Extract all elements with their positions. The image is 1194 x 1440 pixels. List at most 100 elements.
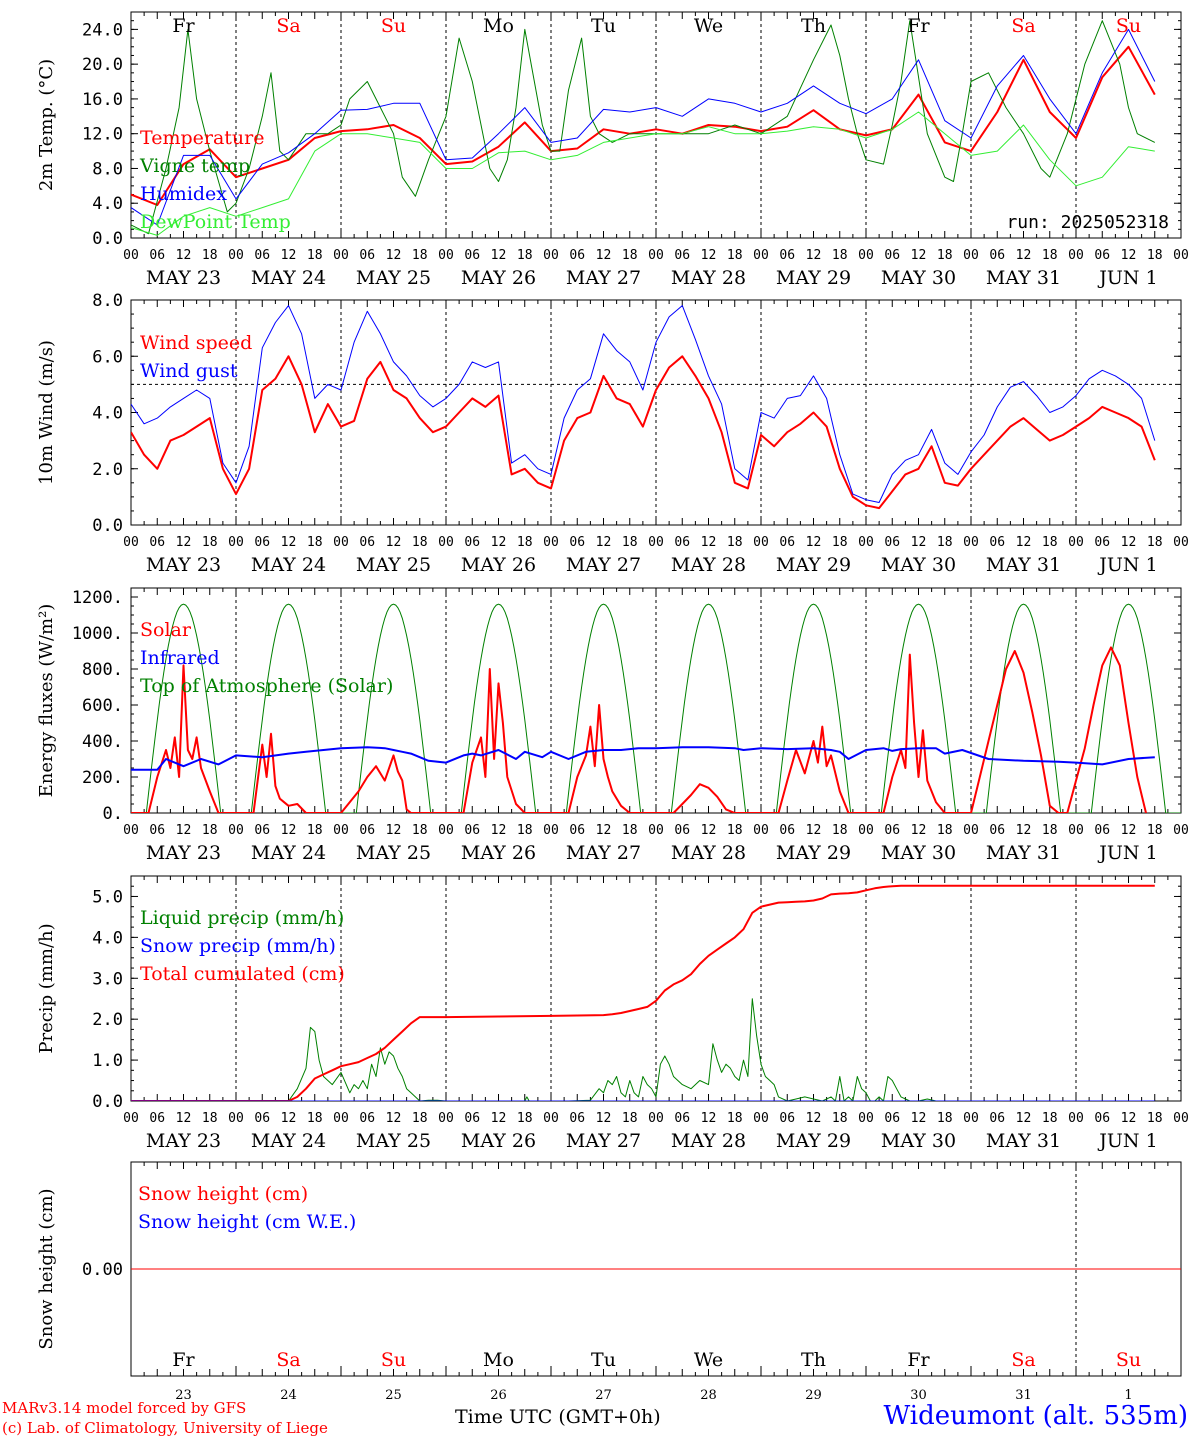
x-hour-label: 18 [622, 248, 638, 263]
y-tick-label: 5.0 [92, 887, 123, 907]
x-hour-label: 18 [412, 1111, 428, 1126]
x-hour-label: 12 [491, 823, 507, 838]
y-tick-label: 24.0 [82, 20, 123, 40]
x-date-label: MAY 24 [251, 1130, 326, 1152]
x-date-label: MAY 28 [671, 1130, 746, 1152]
x-hour-label: 18 [517, 535, 533, 550]
x-hour-label: 06 [989, 823, 1005, 838]
day-name-label: Su [381, 1349, 406, 1371]
x-hour-label: 18 [622, 1111, 638, 1126]
series-group [131, 305, 1156, 510]
y-tick-label: 8.0 [92, 159, 123, 179]
x-hour-label: 18 [832, 1111, 848, 1126]
x-hour-label: 18 [832, 248, 848, 263]
y-axis-label: Energy fluxes (W/m²) [36, 604, 57, 798]
x-hour-label: 06 [1094, 535, 1110, 550]
x-hour-label: 06 [569, 823, 585, 838]
x-hour-label: 12 [1121, 535, 1137, 550]
panel-precip: 0.0 1.0 2.0 3.0 4.0 5.0 Precip (mm/h) Liquid pr… [36, 875, 1189, 1152]
x-hour-label: 18 [727, 535, 743, 550]
x-hour-label: 12 [701, 1111, 717, 1126]
x-hour-label: 00 [333, 1111, 349, 1126]
x-hour-label: 06 [359, 248, 375, 263]
x-hour-label: 18 [622, 823, 638, 838]
x-hour-label: 18 [1042, 823, 1058, 838]
x-hour-label: 12 [386, 823, 402, 838]
x-hour-label: 06 [359, 535, 375, 550]
x-hour-label: 18 [517, 823, 533, 838]
x-hour-label: 12 [1121, 248, 1137, 263]
x-hour-label: 06 [674, 535, 690, 550]
x-hour-label: 00 [858, 248, 874, 263]
day-number-label: 28 [700, 1388, 717, 1403]
x-hour-label: 00 [963, 823, 979, 838]
legend-entry: Wind speed [140, 332, 252, 354]
x-hour-label: 12 [911, 823, 927, 838]
panel-frame [130, 587, 1182, 814]
x-hour-label: 00 [543, 823, 559, 838]
x-hour-label: 06 [989, 1111, 1005, 1126]
y-axis-label: Snow height (cm) [36, 1188, 57, 1349]
x-hour-label: 00 [1068, 1111, 1084, 1126]
x-hour-label: 18 [937, 535, 953, 550]
credit-line-2: (c) Lab. of Climatology, University of L… [2, 1419, 328, 1437]
x-hour-label: 00 [753, 248, 769, 263]
x-hour-label: 12 [1121, 823, 1137, 838]
x-hour-label: 12 [701, 535, 717, 550]
x-hour-label: 06 [359, 1111, 375, 1126]
y-tick-label: 4.0 [92, 404, 123, 424]
x-date-label: MAY 27 [566, 842, 641, 864]
x-hour-label: 18 [1042, 535, 1058, 550]
x-hour-label: 06 [254, 248, 270, 263]
x-date-label: JUN 1 [1097, 267, 1157, 289]
x-date-label: MAY 28 [671, 842, 746, 864]
y-tick-label: 16.0 [82, 90, 123, 110]
x-date-label: MAY 26 [461, 1130, 536, 1152]
x-hour-label: 18 [937, 1111, 953, 1126]
x-hour-label: 12 [806, 248, 822, 263]
x-hour-label: 12 [1016, 823, 1032, 838]
x-date-label: MAY 24 [251, 267, 326, 289]
series-liquid-precip-mm-h-line [131, 998, 1155, 1101]
y-tick-label: 0.0 [92, 229, 123, 249]
x-hour-label: 12 [596, 535, 612, 550]
x-hour-label: 12 [911, 248, 927, 263]
x-hour-label: 12 [386, 535, 402, 550]
x-hour-label: 06 [1094, 248, 1110, 263]
legend-entry: Humidex [140, 183, 227, 205]
y-tick-label: 200. [82, 768, 123, 788]
x-hour-label: 06 [884, 248, 900, 263]
y-axis-label: Precip (mm/h) [36, 923, 57, 1053]
day-name-label: Th [801, 1349, 826, 1371]
x-hour-label: 06 [674, 248, 690, 263]
panel-frame [130, 299, 1182, 526]
legend-entry: Infrared [140, 647, 220, 669]
y-tick-label: 0.00 [82, 1260, 123, 1280]
x-hour-label: 00 [543, 248, 559, 263]
x-hour-label: 12 [386, 1111, 402, 1126]
x-hour-label: 00 [963, 1111, 979, 1126]
x-hour-label: 06 [254, 1111, 270, 1126]
day-name-label: Fr [172, 1349, 195, 1371]
x-hour-label: 06 [149, 823, 165, 838]
x-hour-label: 06 [1094, 1111, 1110, 1126]
x-hour-label: 18 [1147, 1111, 1163, 1126]
x-hour-label: 06 [569, 535, 585, 550]
day-number-label: 31 [1015, 1388, 1032, 1403]
y-axis-label: 10m Wind (m/s) [36, 340, 57, 485]
x-hour-label: 06 [1094, 823, 1110, 838]
legend-entry: Temperature [140, 127, 264, 149]
x-hour-label: 00 [438, 248, 454, 263]
x-hour-label: 18 [1042, 248, 1058, 263]
x-hour-label: 00 [438, 535, 454, 550]
x-hour-label: 00 [648, 823, 664, 838]
x-hour-label: 12 [176, 248, 192, 263]
x-date-label: JUN 1 [1097, 554, 1157, 576]
legend-entry: Snow height (cm W.E.) [138, 1211, 356, 1233]
x-hour-label: 06 [149, 1111, 165, 1126]
x-hour-label: 00 [543, 1111, 559, 1126]
y-tick-label: 600. [82, 696, 123, 716]
x-hour-label: 18 [1147, 535, 1163, 550]
x-hour-label: 00 [228, 823, 244, 838]
x-hour-label: 12 [701, 823, 717, 838]
